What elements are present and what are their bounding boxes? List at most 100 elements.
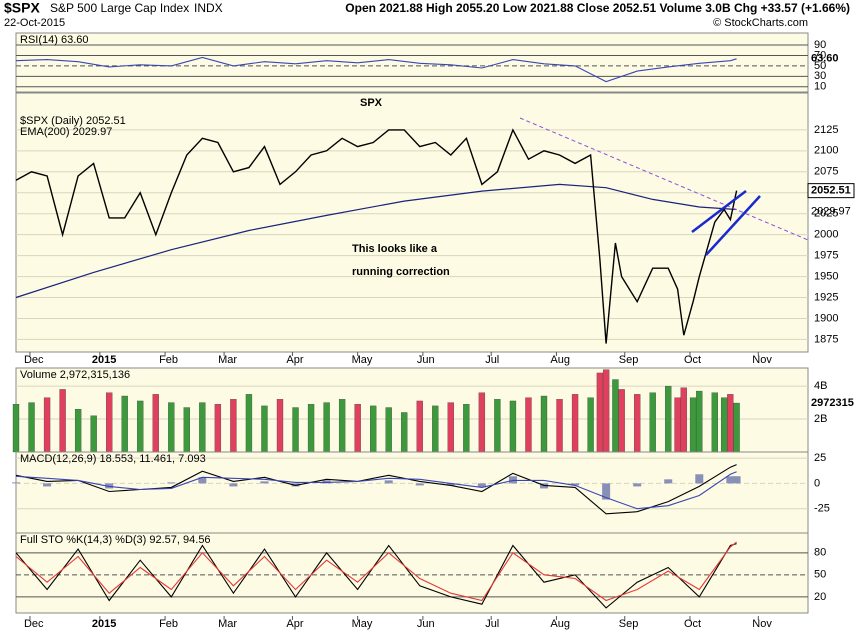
date: 22-Oct-2015	[4, 17, 65, 29]
ema-line	[15, 183, 737, 299]
x-tick-label: Mar	[218, 354, 237, 366]
histogram-bar	[229, 483, 238, 487]
y-tick-label: 70	[814, 49, 826, 61]
histogram-bar	[664, 479, 673, 484]
histogram-bar	[167, 482, 176, 484]
volume-bar	[183, 407, 190, 453]
volume-bar	[137, 400, 144, 453]
volume-bar	[214, 404, 222, 453]
x-tick-label: Feb	[159, 354, 178, 366]
x-tick-label: Dec	[24, 354, 44, 366]
x-tick-label: Aug	[550, 354, 570, 366]
series-line	[15, 543, 737, 609]
x-tick-label: Aug	[550, 618, 570, 630]
y-tick-label: 2B	[814, 413, 827, 425]
volume-bar	[90, 415, 97, 453]
y-tick-label: 1875	[814, 333, 838, 345]
volume-bar	[121, 395, 128, 453]
series-line	[15, 128, 738, 344]
volume-bar	[689, 397, 697, 453]
annotation: running correction	[352, 266, 450, 278]
x-tick-label: Dec	[24, 618, 44, 630]
histogram-bar	[446, 483, 455, 486]
y-tick-label: 10	[814, 81, 826, 93]
histogram-bar	[12, 482, 20, 484]
y-tick-label: 4B	[814, 380, 827, 392]
histogram-bar	[198, 477, 207, 484]
y-tick-label: 2125	[814, 124, 838, 136]
volume-bar	[634, 394, 641, 453]
x-tick-label: Apr	[286, 354, 303, 366]
legend-entry: MACD(12,26,9) 18.553, 11.461, 7.093	[20, 453, 206, 465]
panel	[15, 367, 809, 453]
legend-entry: Full STO %K(14,3) %D(3) 92.57, 94.56	[20, 534, 211, 546]
series-line	[15, 56, 737, 83]
volume-bar	[416, 400, 423, 453]
credit: © StockCharts.com	[713, 17, 808, 29]
volume-bar	[649, 392, 656, 453]
volume-bar	[307, 404, 315, 453]
volume-bar	[711, 392, 718, 453]
volume-bar	[106, 392, 113, 453]
legend-entry: RSI(14) 63.60	[20, 34, 88, 46]
annotation: This looks like a	[352, 243, 438, 255]
volume-bar	[733, 402, 740, 453]
x-tick-label: 2015	[92, 354, 116, 366]
histogram-bar	[571, 483, 580, 486]
last-value-label: 2972315	[811, 397, 854, 409]
y-tick-label: 1925	[814, 291, 838, 303]
ema-last-label: 2029.97	[811, 205, 851, 217]
y-tick-label: 1975	[814, 250, 838, 262]
x-tick-label: Feb	[159, 618, 178, 630]
x-tick-label: Nov	[752, 354, 772, 366]
last-price-label: 2052.51	[811, 185, 851, 197]
volume-bar	[432, 405, 439, 453]
x-tick-label: Oct	[684, 354, 701, 366]
symbol: $SPX	[4, 0, 40, 16]
y-tick-label: 2025	[814, 208, 838, 220]
y-tick-label: 2100	[814, 145, 838, 157]
y-tick-label: 1900	[814, 312, 838, 324]
volume-bar	[292, 407, 299, 453]
volume-bar	[43, 397, 51, 453]
series-line	[15, 541, 737, 602]
histogram-bar	[43, 483, 52, 487]
y-tick-label: 90	[814, 39, 826, 51]
quote: Open 2021.88 High 2055.20 Low 2021.88 Cl…	[345, 1, 850, 15]
volume-bar	[59, 389, 66, 453]
volume-bar	[602, 369, 610, 453]
trend-line	[519, 117, 809, 241]
volume-bar	[612, 379, 619, 453]
x-tick-label: Jul	[485, 354, 499, 366]
volume-bar	[618, 389, 625, 453]
histogram-bar	[477, 483, 486, 488]
volume-bar	[463, 404, 470, 453]
y-tick-label: 30	[814, 70, 826, 82]
last-value-label: 63.60	[811, 53, 839, 65]
volume-bar	[401, 412, 408, 453]
volume-bar	[230, 399, 237, 453]
volume-bar	[680, 387, 687, 453]
panel	[15, 451, 809, 534]
volume-bar	[720, 397, 728, 453]
exchange: INDX	[194, 1, 223, 15]
volume-bar	[370, 405, 377, 453]
volume-bar	[665, 385, 672, 453]
volume-bar	[556, 399, 563, 453]
x-tick-label: May	[352, 618, 373, 630]
volume-bar	[494, 399, 501, 453]
histogram-bar	[415, 483, 424, 486]
x-tick-label: Sep	[619, 618, 639, 630]
panel	[15, 92, 809, 353]
last-price-box	[807, 183, 855, 199]
volume-bar	[74, 409, 82, 453]
volume-bar	[385, 407, 392, 453]
x-tick-label: Nov	[752, 618, 772, 630]
y-tick-label: -25	[814, 503, 830, 515]
histogram-bar	[384, 480, 393, 484]
histogram-bar	[260, 481, 269, 484]
volume-bar	[696, 390, 703, 453]
x-tick-label: Sep	[619, 354, 639, 366]
y-tick-label: 25	[814, 452, 826, 464]
